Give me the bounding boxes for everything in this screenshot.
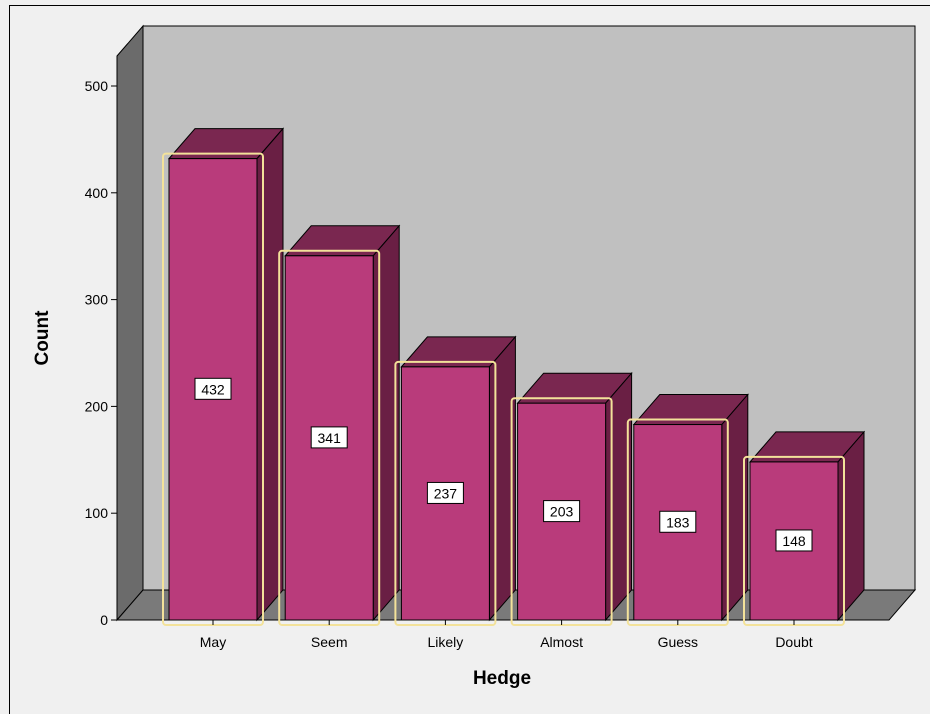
y-tick-label: 500 (85, 78, 109, 94)
bar: 148 (743, 430, 866, 626)
data-label-box (194, 377, 232, 400)
data-label: 237 (426, 481, 464, 504)
data-label-box (310, 426, 348, 449)
bar: 203 (510, 371, 633, 627)
data-label-text: 148 (782, 533, 806, 549)
bar-side-face (837, 430, 865, 622)
data-label: 341 (310, 426, 348, 449)
x-axis-tick-labels: May Seem Likely Almost Guess Doubt (200, 620, 813, 650)
bar: 183 (626, 393, 749, 626)
bar: 237 (394, 335, 517, 626)
data-label-text: 203 (550, 504, 574, 520)
x-tick-label: Guess (658, 634, 698, 650)
x-tick-label: Doubt (775, 634, 812, 650)
y-tick-label: 300 (85, 292, 109, 308)
x-tick-label: Almost (540, 634, 583, 650)
bar: 432 (162, 127, 285, 626)
data-label-text: 237 (434, 485, 458, 501)
data-label: 183 (659, 510, 697, 533)
data-label-text: 432 (201, 381, 225, 397)
data-label-box (775, 529, 813, 552)
y-tick-label: 100 (85, 505, 109, 521)
y-axis: 0 100 200 300 400 500 (85, 56, 118, 628)
x-tick-label: May (200, 634, 226, 650)
x-tick-label: Seem (311, 634, 348, 650)
x-tick-label: Likely (428, 634, 464, 650)
bar-chart: 0 100 200 300 400 500 432 341 237 203 183 148 May S… (32, 24, 917, 689)
x-axis-title: Hedge (473, 668, 531, 689)
data-label-box (659, 510, 697, 533)
y-axis-title: Count (32, 310, 53, 366)
data-label: 203 (543, 500, 581, 523)
chart-frame: 0 100 200 300 400 500 432 341 237 203 183 148 May S… (9, 5, 930, 714)
data-label-box (543, 500, 581, 523)
data-label-box (426, 481, 464, 504)
y-tick-label: 0 (100, 612, 108, 628)
data-label: 148 (775, 529, 813, 552)
y-tick-label: 200 (85, 398, 109, 414)
data-label-text: 341 (318, 430, 342, 446)
data-label: 432 (194, 377, 232, 400)
bar: 341 (278, 224, 401, 626)
y-tick-label: 400 (85, 185, 109, 201)
data-label-text: 183 (666, 514, 690, 530)
side-wall (116, 24, 144, 622)
